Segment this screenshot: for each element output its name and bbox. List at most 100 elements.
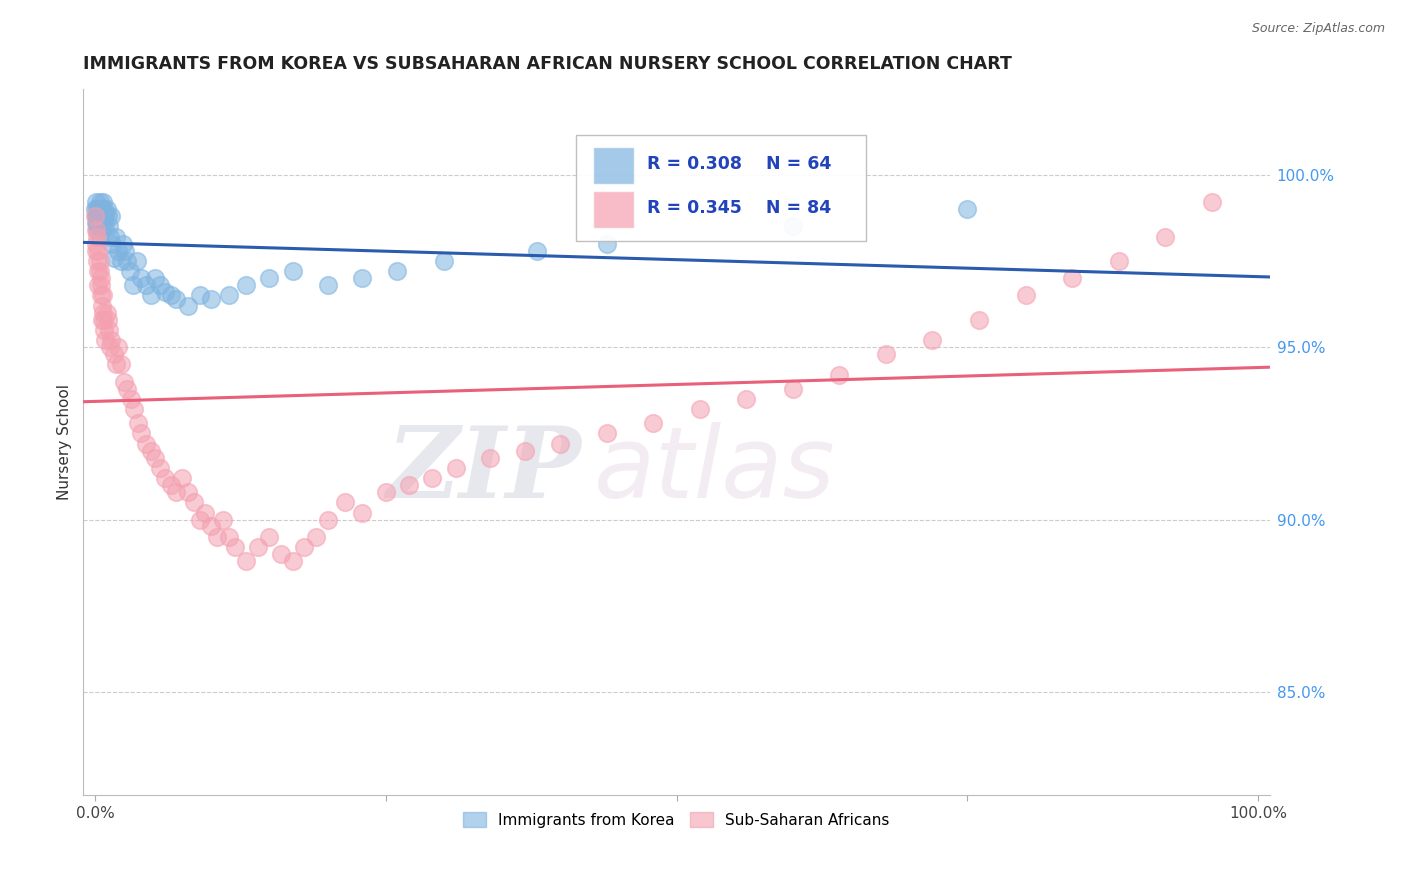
Point bbox=[548, 436, 571, 450]
Point bbox=[259, 271, 281, 285]
Point bbox=[281, 264, 304, 278]
Point bbox=[479, 450, 502, 465]
Point bbox=[921, 333, 943, 347]
Point bbox=[131, 271, 153, 285]
Point bbox=[352, 271, 374, 285]
Legend: Immigrants from Korea, Sub-Saharan Africans: Immigrants from Korea, Sub-Saharan Afric… bbox=[457, 805, 896, 834]
Point bbox=[87, 244, 110, 258]
Point bbox=[135, 278, 157, 293]
Point bbox=[90, 271, 112, 285]
Point bbox=[316, 278, 339, 293]
Point bbox=[149, 460, 172, 475]
Point bbox=[90, 202, 112, 217]
Point bbox=[352, 506, 374, 520]
Point bbox=[153, 471, 176, 485]
Point bbox=[526, 244, 548, 258]
Point bbox=[643, 416, 665, 430]
Text: R = 0.308    N = 64: R = 0.308 N = 64 bbox=[647, 155, 831, 173]
Point bbox=[90, 202, 112, 217]
Point bbox=[87, 264, 110, 278]
Point bbox=[107, 340, 129, 354]
Point bbox=[87, 202, 110, 217]
Point bbox=[98, 230, 121, 244]
Point bbox=[117, 382, 139, 396]
Point bbox=[420, 471, 443, 485]
Point bbox=[135, 436, 157, 450]
Point bbox=[91, 195, 114, 210]
Point bbox=[110, 254, 132, 268]
Point bbox=[101, 236, 124, 251]
Point bbox=[96, 202, 118, 217]
Point bbox=[84, 209, 107, 223]
Point bbox=[125, 254, 148, 268]
Point bbox=[117, 254, 139, 268]
Point bbox=[270, 547, 292, 561]
Point bbox=[107, 244, 129, 258]
Point bbox=[305, 530, 328, 544]
Point bbox=[93, 209, 115, 223]
Point bbox=[94, 219, 117, 234]
Point bbox=[131, 426, 153, 441]
Point bbox=[235, 554, 257, 568]
Point bbox=[87, 209, 110, 223]
Point bbox=[100, 209, 122, 223]
Point bbox=[177, 485, 200, 500]
Point bbox=[689, 402, 711, 417]
Point bbox=[292, 540, 315, 554]
Point bbox=[333, 495, 356, 509]
Point bbox=[172, 471, 194, 485]
Point bbox=[165, 292, 187, 306]
Point bbox=[596, 426, 619, 441]
Text: R = 0.345    N = 84: R = 0.345 N = 84 bbox=[647, 199, 831, 217]
Point bbox=[782, 219, 804, 234]
Point bbox=[103, 347, 125, 361]
Point bbox=[515, 443, 537, 458]
Point bbox=[374, 485, 396, 500]
Point bbox=[159, 288, 181, 302]
Point bbox=[782, 382, 804, 396]
Point bbox=[120, 392, 142, 406]
Point bbox=[246, 540, 269, 554]
Point bbox=[235, 278, 257, 293]
Point bbox=[387, 264, 409, 278]
Point bbox=[149, 278, 172, 293]
Point bbox=[828, 368, 851, 382]
Point bbox=[316, 512, 339, 526]
Point bbox=[200, 292, 222, 306]
Point bbox=[127, 416, 149, 430]
Point bbox=[94, 333, 117, 347]
Point bbox=[259, 530, 281, 544]
Point bbox=[100, 333, 122, 347]
Point bbox=[104, 230, 127, 244]
Point bbox=[112, 375, 135, 389]
Point bbox=[90, 209, 112, 223]
Point bbox=[84, 195, 107, 210]
Point bbox=[93, 323, 115, 337]
Point bbox=[84, 216, 107, 230]
Point bbox=[103, 251, 125, 265]
Point bbox=[86, 202, 108, 217]
Point bbox=[111, 236, 134, 251]
Point bbox=[84, 223, 107, 237]
FancyBboxPatch shape bbox=[593, 191, 634, 227]
Point bbox=[124, 402, 146, 417]
Point bbox=[91, 219, 114, 234]
Point bbox=[967, 312, 990, 326]
Text: atlas: atlas bbox=[593, 422, 835, 519]
Point bbox=[177, 299, 200, 313]
Point bbox=[84, 236, 107, 251]
Point bbox=[90, 216, 112, 230]
Point bbox=[139, 443, 162, 458]
Point bbox=[96, 306, 118, 320]
Point bbox=[89, 254, 111, 268]
Point bbox=[145, 450, 167, 465]
FancyBboxPatch shape bbox=[593, 147, 634, 184]
Point bbox=[735, 392, 758, 406]
Point bbox=[218, 530, 240, 544]
Point bbox=[98, 340, 121, 354]
Point bbox=[104, 358, 127, 372]
Point bbox=[86, 230, 108, 244]
Point bbox=[1060, 271, 1083, 285]
Point bbox=[89, 195, 111, 210]
Point bbox=[188, 288, 211, 302]
